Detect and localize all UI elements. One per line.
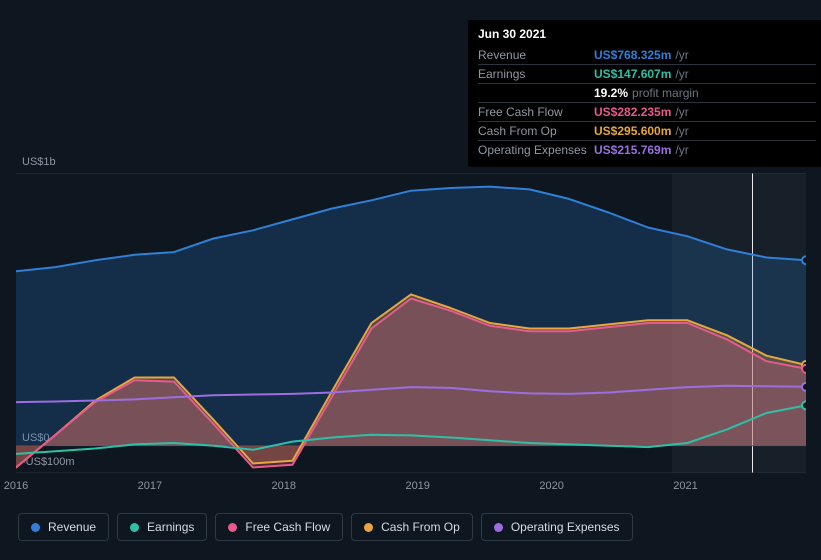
tooltip-row-suffix: /yr xyxy=(675,48,688,62)
tooltip-row-value: US$768.325m xyxy=(594,48,671,62)
legend-chip-earnings[interactable]: Earnings xyxy=(117,513,207,541)
tooltip-row-suffix: profit margin xyxy=(632,86,699,100)
legend-label: Revenue xyxy=(48,520,96,534)
tooltip-row-value: 19.2% xyxy=(594,86,628,100)
tooltip-row-label: Cash From Op xyxy=(478,123,594,139)
legend: Revenue Earnings Free Cash Flow Cash From O… xyxy=(18,513,633,541)
legend-dot-icon xyxy=(364,523,373,532)
legend-dot-icon xyxy=(130,523,139,532)
tooltip-row-suffix: /yr xyxy=(675,67,688,81)
tooltip-date: Jun 30 2021 xyxy=(478,26,816,42)
legend-chip-operating-expenses[interactable]: Operating Expenses xyxy=(481,513,633,541)
x-axis-label: 2019 xyxy=(405,480,429,492)
financial-timeseries-chart: { "colors": { "background": "#0e1620", "… xyxy=(0,0,821,560)
x-axis-label: 2020 xyxy=(539,480,563,492)
legend-label: Free Cash Flow xyxy=(245,520,330,534)
x-axis-label: 2021 xyxy=(673,480,697,492)
legend-chip-revenue[interactable]: Revenue xyxy=(18,513,109,541)
x-axis-label: 2018 xyxy=(272,480,296,492)
tooltip-row: Cash From OpUS$295.600m/yr xyxy=(478,121,816,140)
tooltip-row: RevenueUS$768.325m/yr xyxy=(478,46,816,64)
legend-dot-icon xyxy=(494,523,503,532)
x-axis: 201620172018201920202021 xyxy=(16,480,806,498)
legend-dot-icon xyxy=(31,523,40,532)
tooltip-row: 19.2% profit margin xyxy=(478,83,816,102)
tooltip-row-suffix: /yr xyxy=(675,124,688,138)
tooltip-row-value: US$147.607m xyxy=(594,67,671,81)
tooltip-row: EarningsUS$147.607m/yr xyxy=(478,64,816,83)
tooltip-row-label xyxy=(478,85,594,101)
tooltip-row-suffix: /yr xyxy=(675,105,688,119)
legend-label: Earnings xyxy=(147,520,194,534)
tooltip-panel: Jun 30 2021 RevenueUS$768.325m/yrEarning… xyxy=(468,20,821,167)
tooltip-row-label: Earnings xyxy=(478,66,594,82)
tooltip-row: Operating ExpensesUS$215.769m/yr xyxy=(478,140,816,159)
chart-svg xyxy=(16,173,806,473)
tooltip-row-label: Free Cash Flow xyxy=(478,104,594,120)
tooltip-row-value: US$295.600m xyxy=(594,124,671,138)
tooltip-row-value: US$215.769m xyxy=(594,143,671,157)
legend-chip-cash-from-op[interactable]: Cash From Op xyxy=(351,513,473,541)
tooltip-row-value: US$282.235m xyxy=(594,105,671,119)
tooltip-row-label: Operating Expenses xyxy=(478,142,594,158)
tooltip-row-label: Revenue xyxy=(478,47,594,63)
tooltip-row: Free Cash FlowUS$282.235m/yr xyxy=(478,102,816,121)
x-axis-label: 2017 xyxy=(138,480,162,492)
legend-label: Cash From Op xyxy=(381,520,460,534)
tooltip-row-suffix: /yr xyxy=(675,143,688,157)
legend-dot-icon xyxy=(228,523,237,532)
chart-plot-area[interactable] xyxy=(16,173,806,473)
y-axis-label: US$1b xyxy=(22,156,56,168)
x-axis-label: 2016 xyxy=(4,480,28,492)
legend-label: Operating Expenses xyxy=(511,520,620,534)
legend-chip-free-cash-flow[interactable]: Free Cash Flow xyxy=(215,513,343,541)
